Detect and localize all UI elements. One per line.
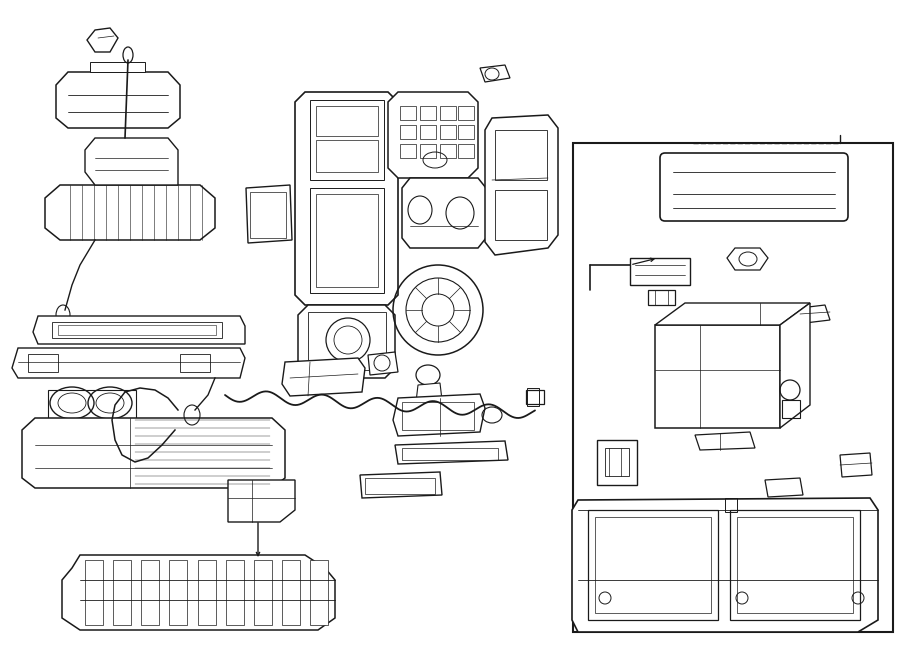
Polygon shape [56, 72, 180, 128]
Bar [495, 130, 547, 180]
Polygon shape [395, 441, 508, 464]
Bar [573, 143, 893, 632]
Bar [782, 400, 800, 418]
Polygon shape [62, 555, 335, 630]
Bar [58, 325, 216, 335]
Bar [458, 125, 474, 139]
Polygon shape [33, 316, 245, 344]
Polygon shape [197, 560, 215, 625]
Polygon shape [113, 560, 131, 625]
Bar [310, 100, 384, 180]
Polygon shape [780, 303, 810, 428]
Polygon shape [90, 62, 145, 72]
Bar [725, 498, 737, 512]
Bar [400, 125, 416, 139]
Bar [310, 188, 384, 293]
Polygon shape [282, 560, 300, 625]
Polygon shape [310, 560, 328, 625]
Bar [316, 140, 378, 172]
Polygon shape [298, 305, 395, 378]
Polygon shape [282, 358, 365, 396]
Polygon shape [485, 115, 558, 255]
Polygon shape [597, 440, 637, 485]
Polygon shape [85, 560, 103, 625]
Polygon shape [655, 303, 810, 325]
Bar [595, 517, 711, 613]
Polygon shape [630, 258, 690, 285]
Bar [402, 402, 474, 430]
Polygon shape [141, 560, 159, 625]
Polygon shape [840, 453, 872, 477]
Bar [458, 106, 474, 120]
Polygon shape [295, 92, 398, 305]
Polygon shape [12, 348, 245, 378]
Bar [440, 125, 456, 139]
Bar [605, 448, 629, 476]
Bar [495, 190, 547, 240]
Bar [48, 390, 136, 422]
Bar [420, 106, 436, 120]
Bar [440, 144, 456, 158]
Bar [420, 125, 436, 139]
Polygon shape [87, 28, 118, 52]
Polygon shape [648, 290, 675, 305]
Bar [400, 144, 416, 158]
Polygon shape [360, 472, 442, 498]
FancyBboxPatch shape [660, 153, 848, 221]
Polygon shape [22, 418, 285, 488]
Polygon shape [45, 185, 215, 240]
Bar [737, 517, 853, 613]
Polygon shape [402, 178, 486, 248]
Bar [420, 144, 436, 158]
Polygon shape [246, 185, 292, 243]
Bar [316, 194, 378, 287]
Polygon shape [388, 92, 478, 178]
Bar [402, 448, 498, 460]
Bar [308, 312, 386, 370]
Bar [588, 510, 718, 620]
Bar [400, 106, 416, 120]
Bar [180, 354, 210, 372]
Bar [316, 106, 378, 136]
Polygon shape [226, 560, 244, 625]
Bar [365, 478, 435, 494]
Polygon shape [254, 560, 272, 625]
Bar [527, 388, 539, 406]
Polygon shape [695, 432, 755, 450]
Bar [28, 354, 58, 372]
Polygon shape [480, 65, 510, 82]
Polygon shape [85, 138, 178, 185]
Polygon shape [655, 325, 780, 428]
Bar [526, 390, 544, 404]
Bar [730, 510, 860, 620]
Polygon shape [765, 478, 803, 497]
Polygon shape [368, 352, 398, 375]
Bar [250, 192, 286, 238]
Bar [458, 144, 474, 158]
Bar [52, 322, 222, 338]
Polygon shape [393, 394, 485, 436]
Bar [440, 106, 456, 120]
Polygon shape [572, 498, 878, 632]
Polygon shape [416, 383, 442, 402]
Polygon shape [228, 480, 295, 522]
Polygon shape [169, 560, 187, 625]
Polygon shape [727, 248, 768, 270]
Polygon shape [800, 305, 830, 323]
